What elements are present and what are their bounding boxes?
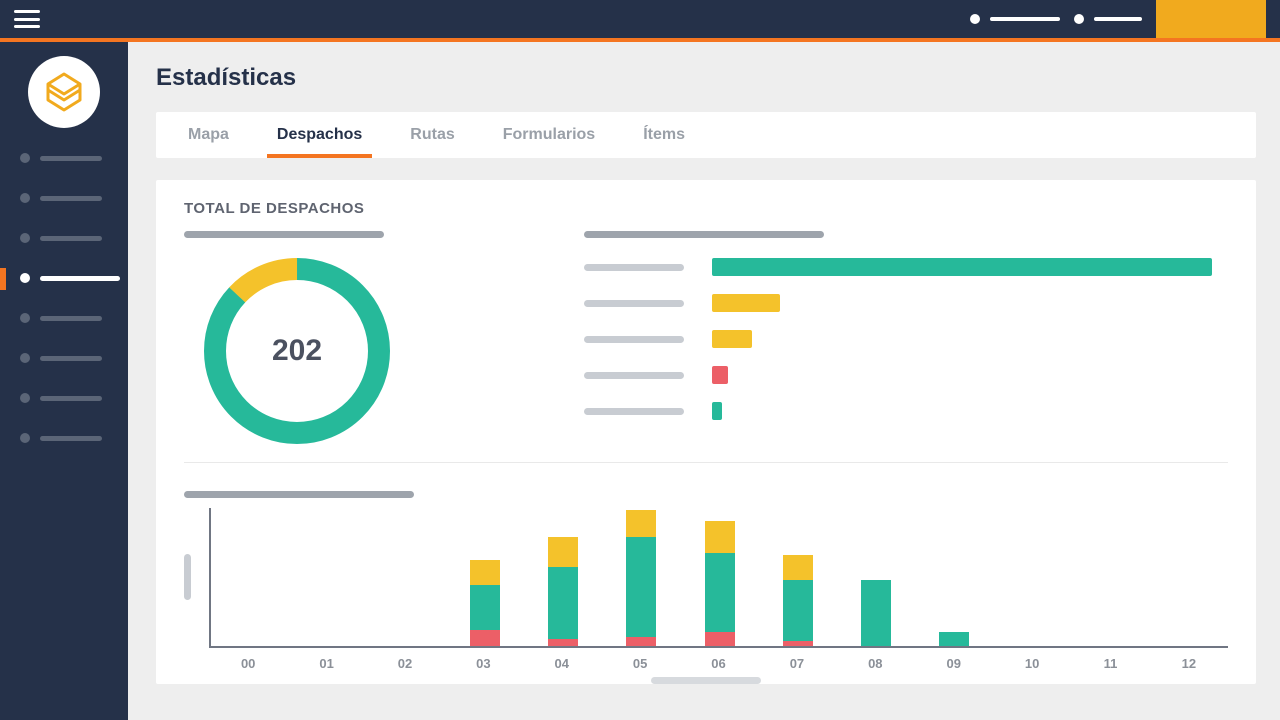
timechart-xlabel: 12 [1150, 656, 1228, 671]
logo[interactable] [28, 56, 100, 128]
timechart-xlabel: 07 [758, 656, 836, 671]
timechart-seg-green [939, 632, 969, 646]
timechart-seg-green [548, 567, 578, 640]
timechart-seg-green [861, 580, 891, 646]
timechart-seg-red [705, 632, 735, 646]
timechart-seg-red [626, 637, 656, 646]
hbar-fill [712, 366, 728, 384]
hbar-row-1 [584, 294, 1228, 312]
sidebar-item-0[interactable] [20, 148, 128, 168]
timechart-seg-red [783, 641, 813, 646]
timechart-col-11 [1072, 508, 1150, 646]
timechart-subtitle-placeholder [184, 491, 414, 498]
topbar-indicator-1[interactable] [970, 14, 1060, 24]
timechart-col-01 [289, 508, 367, 646]
hbar-row-3 [584, 366, 1228, 384]
time-chart: 00010203040506070809101112 [184, 481, 1228, 684]
sidebar [0, 42, 128, 720]
tabs-bar: Mapa Despachos Rutas Formularios Ítems [156, 112, 1256, 158]
timechart-scrollbar[interactable] [184, 677, 1228, 684]
sidebar-item-1[interactable] [20, 188, 128, 208]
tab-formularios[interactable]: Formularios [503, 112, 595, 158]
donut-chart: 202 [204, 258, 390, 444]
dashboard-card: TOTAL DE DESPACHOS 202 [156, 180, 1256, 684]
timechart-col-12 [1150, 508, 1228, 646]
logo-icon [42, 70, 86, 114]
timechart-xlabel: 11 [1071, 656, 1149, 671]
sidebar-item-3[interactable] [20, 268, 128, 288]
timechart-xlabel: 01 [287, 656, 365, 671]
timechart-yaxis-placeholder [184, 554, 191, 600]
timechart-xlabel: 02 [366, 656, 444, 671]
tab-despachos[interactable]: Despachos [277, 112, 362, 158]
tab-rutas[interactable]: Rutas [410, 112, 454, 158]
timechart-col-06 [680, 508, 758, 646]
timechart-seg-green [705, 553, 735, 632]
timechart-col-10 [993, 508, 1071, 646]
timechart-xlabel: 05 [601, 656, 679, 671]
timechart-xlabel: 00 [209, 656, 287, 671]
menu-icon[interactable] [14, 10, 40, 28]
hbar-fill [712, 402, 722, 420]
hbar-label-placeholder [584, 408, 684, 415]
timechart-plot [209, 508, 1228, 648]
timechart-seg-yellow [626, 510, 656, 537]
sidebar-item-2[interactable] [20, 228, 128, 248]
timechart-col-00 [211, 508, 289, 646]
hbar-label-placeholder [584, 300, 684, 307]
sidebar-item-5[interactable] [20, 348, 128, 368]
sidebar-item-7[interactable] [20, 428, 128, 448]
tab-mapa[interactable]: Mapa [188, 112, 229, 158]
timechart-seg-yellow [470, 560, 500, 585]
main-content: Estadísticas Mapa Despachos Rutas Formulari… [128, 42, 1280, 720]
section-title: TOTAL DE DESPACHOS [184, 200, 1228, 217]
timechart-seg-red [470, 630, 500, 646]
timechart-col-09 [915, 508, 993, 646]
timechart-col-07 [759, 508, 837, 646]
hbar-label-placeholder [584, 372, 684, 379]
timechart-col-02 [367, 508, 445, 646]
topbar-action-button[interactable] [1156, 0, 1266, 38]
page-title: Estadísticas [156, 64, 1256, 92]
hbar-fill [712, 258, 1212, 276]
tab-ítems[interactable]: Ítems [643, 112, 685, 158]
donut-subtitle-placeholder [184, 231, 384, 238]
hbar-fill [712, 330, 752, 348]
sidebar-item-6[interactable] [20, 388, 128, 408]
donut-center-value: 202 [204, 258, 390, 444]
timechart-xlabel: 04 [523, 656, 601, 671]
timechart-xlabel: 08 [836, 656, 914, 671]
timechart-seg-green [783, 580, 813, 641]
timechart-seg-green [626, 537, 656, 637]
timechart-col-03 [446, 508, 524, 646]
timechart-xlabel: 03 [444, 656, 522, 671]
timechart-seg-red [548, 639, 578, 646]
hbar-label-placeholder [584, 264, 684, 271]
hbar-row-2 [584, 330, 1228, 348]
hbar-panel [584, 231, 1228, 444]
timechart-xlabel: 10 [993, 656, 1071, 671]
hbar-label-placeholder [584, 336, 684, 343]
timechart-col-04 [524, 508, 602, 646]
timechart-col-08 [837, 508, 915, 646]
topbar-right [970, 0, 1266, 38]
timechart-seg-yellow [705, 521, 735, 553]
topbar-indicator-2[interactable] [1074, 14, 1142, 24]
timechart-seg-yellow [548, 537, 578, 566]
timechart-xlabels: 00010203040506070809101112 [209, 656, 1228, 671]
hbar-subtitle-placeholder [584, 231, 824, 238]
timechart-xlabel: 09 [915, 656, 993, 671]
hbar-row-0 [584, 258, 1228, 276]
donut-panel: 202 [184, 231, 564, 444]
topbar [0, 0, 1280, 38]
timechart-col-05 [602, 508, 680, 646]
hbar-fill [712, 294, 780, 312]
timechart-seg-yellow [783, 555, 813, 580]
sidebar-item-4[interactable] [20, 308, 128, 328]
hbar-row-4 [584, 402, 1228, 420]
timechart-seg-green [470, 585, 500, 630]
timechart-xlabel: 06 [679, 656, 757, 671]
